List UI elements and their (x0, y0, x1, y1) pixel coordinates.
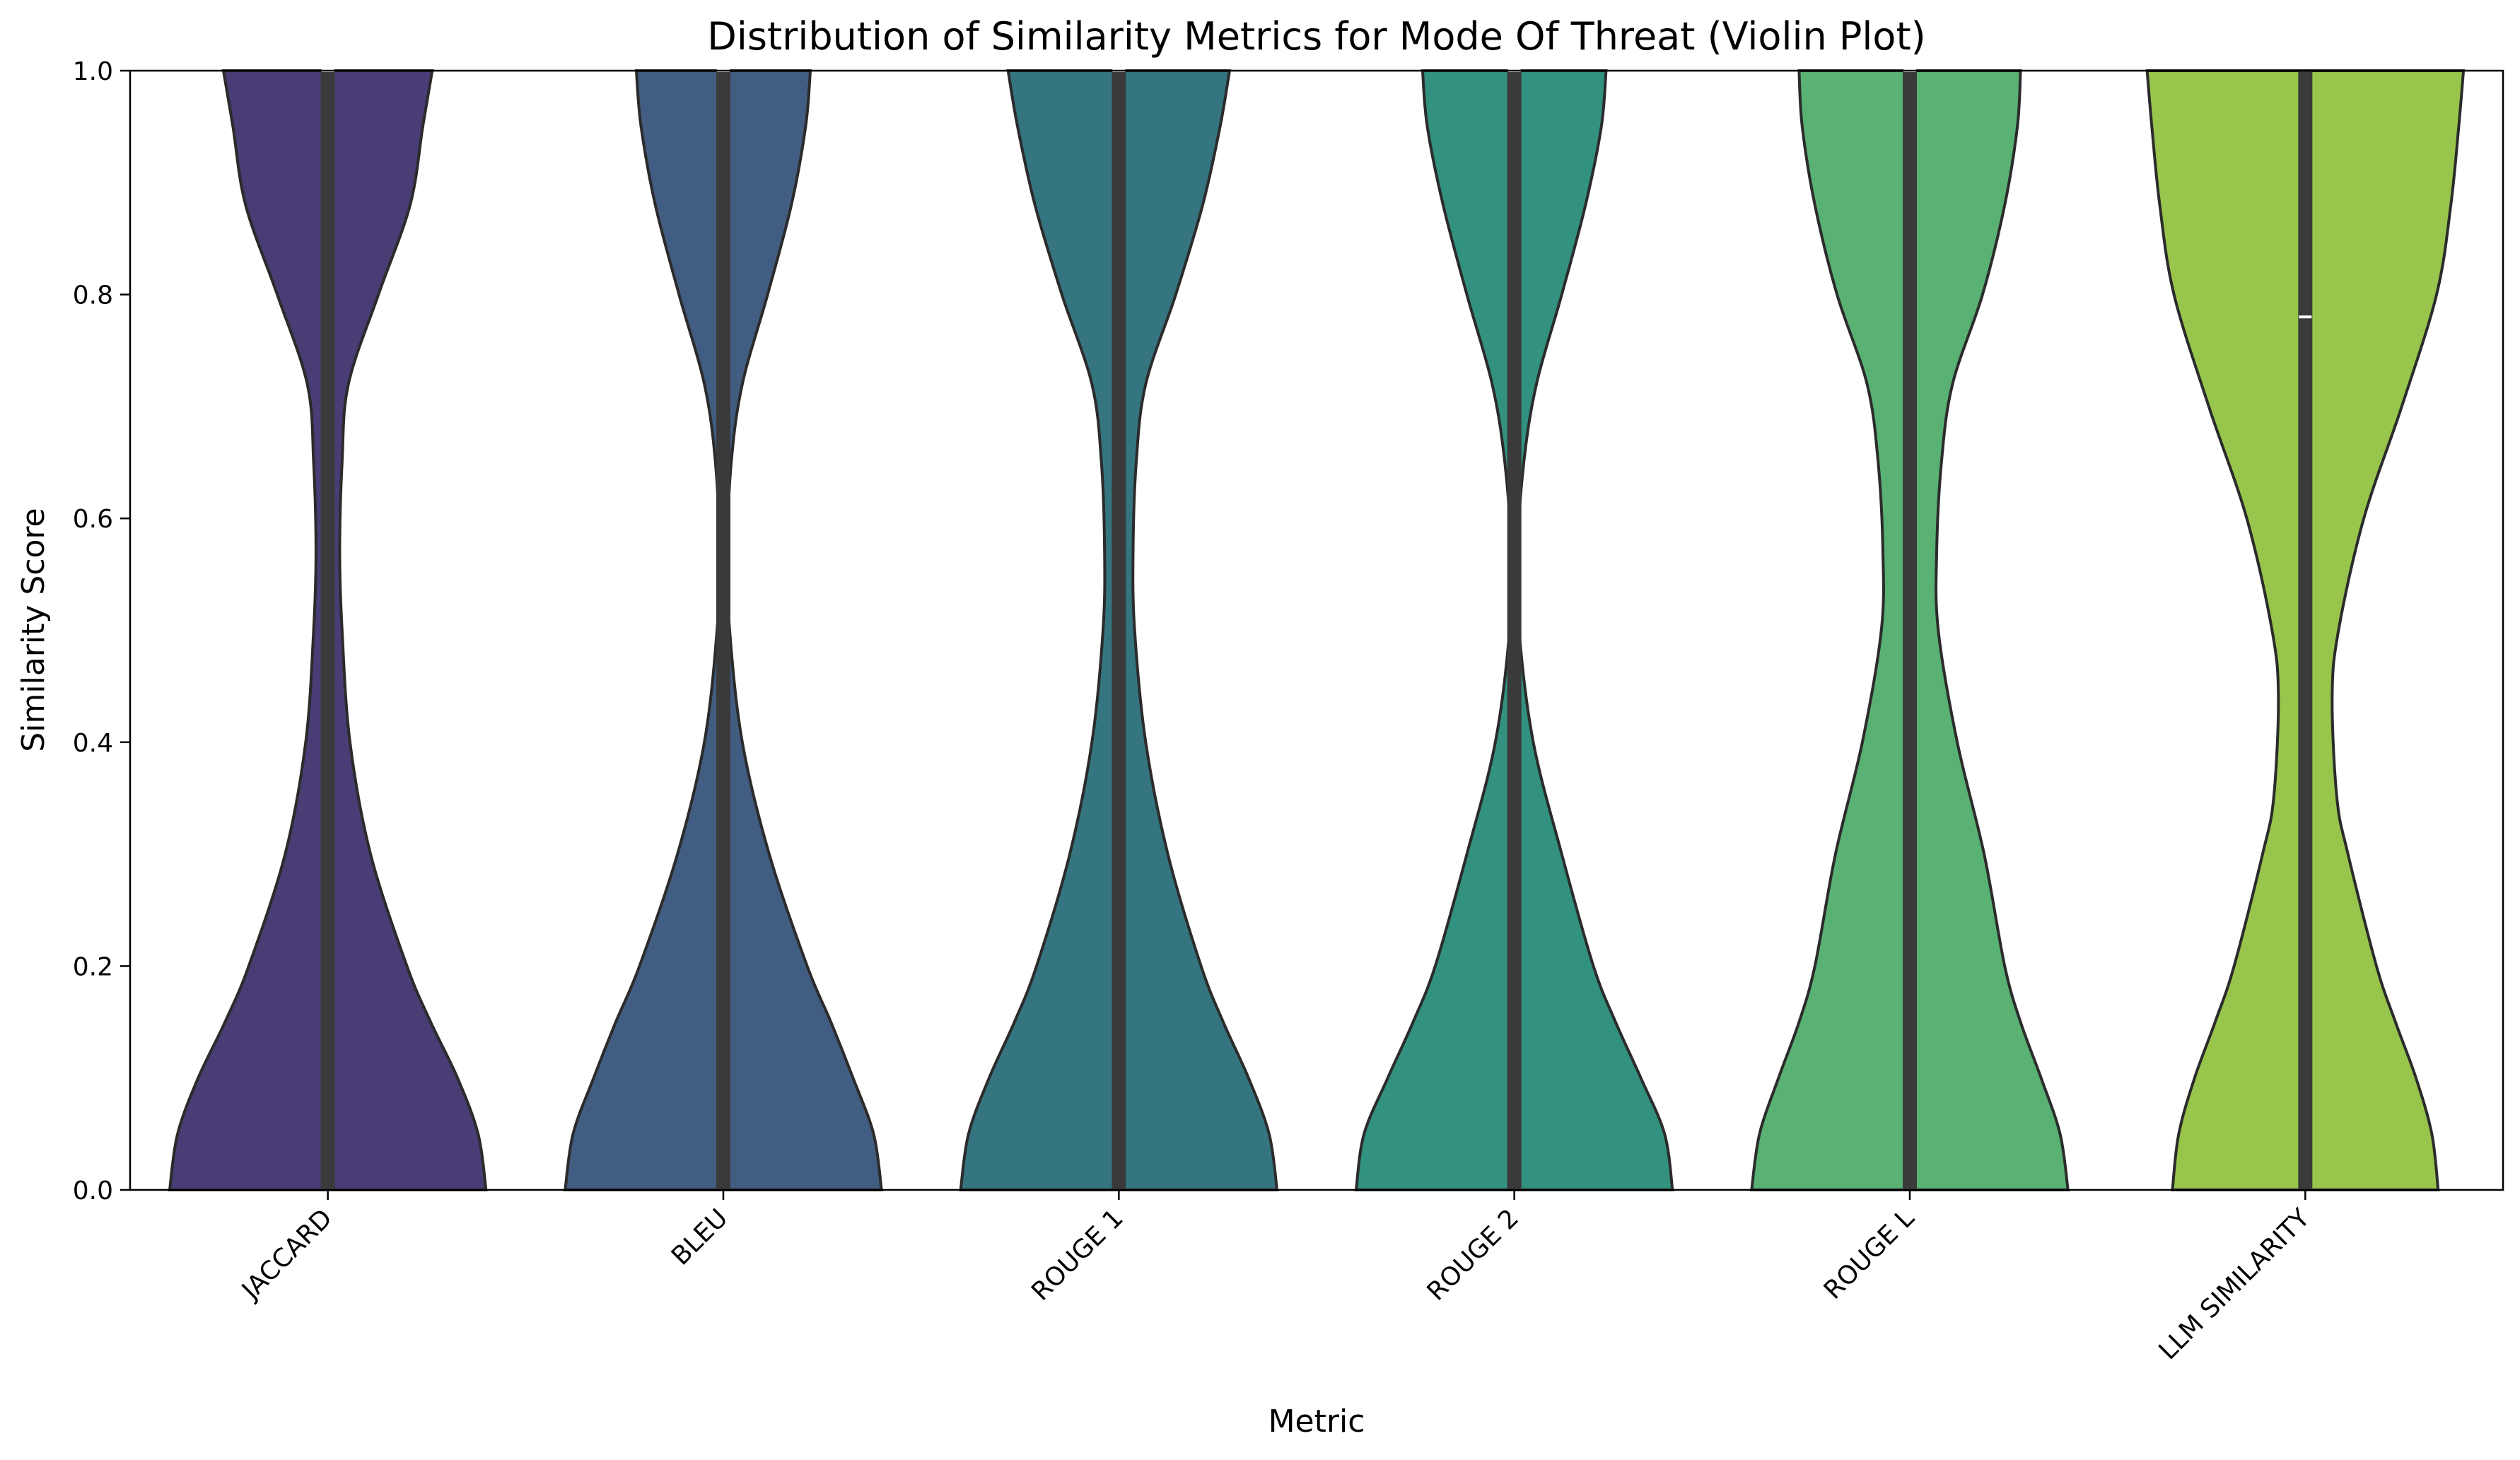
violin-2 (563, 69, 884, 1191)
y-axis: 0.0 0.2 0.4 0.6 0.8 1.0 (73, 57, 130, 1205)
chart-title: Distribution of Similarity Metrics for M… (707, 14, 1925, 59)
x-tick-label: BLEU (666, 1203, 733, 1271)
violin-1 (168, 69, 488, 1191)
violins-group (168, 69, 2466, 1191)
iqr-box (1507, 71, 1522, 1190)
iqr-box (1903, 71, 1917, 1190)
plot-frame (129, 69, 2504, 1191)
iqr-box (320, 71, 335, 1190)
iqr-box (2298, 71, 2313, 1190)
y-tick-label: 0.0 (73, 1176, 113, 1205)
y-axis-label: Similarity Score (16, 508, 52, 752)
violin-4 (1354, 69, 1674, 1191)
violin-5 (1749, 69, 2070, 1191)
x-tick-label: ROUGE 2 (1422, 1203, 1524, 1306)
iqr-box (1112, 71, 1126, 1190)
violin-3 (959, 69, 1279, 1191)
y-tick-label: 0.4 (73, 729, 113, 758)
x-tick-label: JACCARD (235, 1203, 338, 1306)
y-tick-label: 0.6 (73, 505, 113, 534)
y-tick-label: 1.0 (73, 57, 113, 86)
x-tick-label: ROUGE 1 (1026, 1203, 1128, 1306)
y-tick-label: 0.8 (73, 281, 113, 310)
x-tick-label: LLM SIMILARITY (2154, 1203, 2316, 1366)
y-tick-label: 0.2 (73, 952, 113, 981)
violin-6 (2145, 69, 2466, 1191)
x-tick-label: ROUGE L (1819, 1203, 1920, 1304)
x-axis: JACCARD BLEU ROUGE 1 ROUGE 2 ROUGE L LLM SIMI… (235, 1190, 2316, 1365)
iqr-box (716, 71, 730, 1190)
x-axis-label: Metric (1268, 1403, 1365, 1439)
